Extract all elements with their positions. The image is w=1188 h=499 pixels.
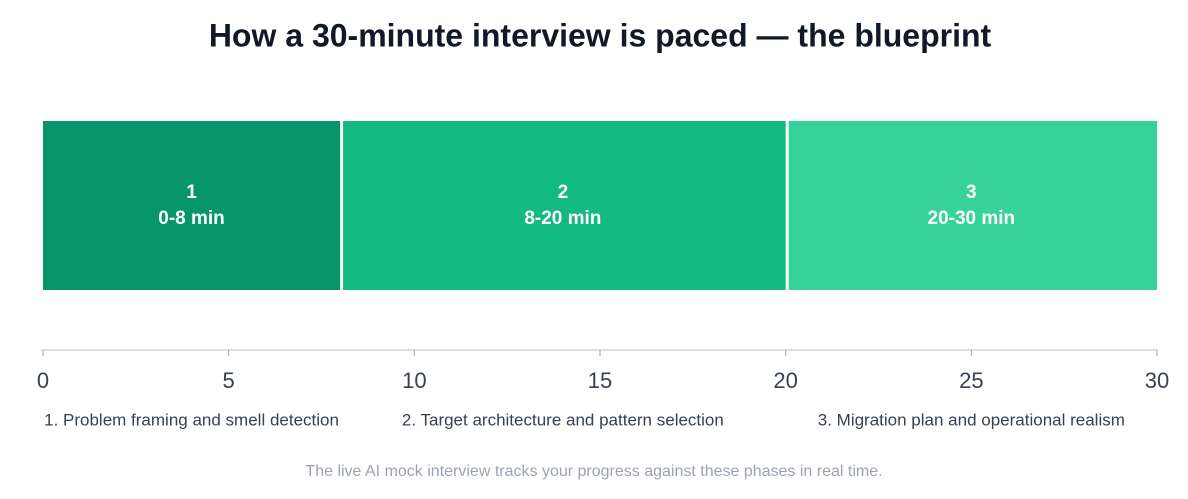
footnote: The live AI mock interview tracks your p… — [305, 463, 882, 480]
phase-name: 2. Target architecture and pattern selec… — [402, 410, 724, 429]
chart-title: How a 30-minute interview is paced — the… — [209, 17, 992, 53]
phase-number: 1 — [186, 182, 197, 203]
phase-number: 2 — [558, 182, 569, 203]
phase-name: 3. Migration plan and operational realis… — [818, 410, 1125, 429]
x-tick-label: 15 — [588, 368, 612, 393]
phase-number: 3 — [966, 182, 977, 203]
x-tick-label: 30 — [1145, 368, 1169, 393]
x-tick-label: 25 — [959, 368, 983, 393]
x-tick-label: 10 — [402, 368, 426, 393]
phase-range: 8-20 min — [524, 208, 601, 229]
x-tick-label: 20 — [773, 368, 797, 393]
phase-range: 0-8 min — [158, 208, 225, 229]
phase-bar — [788, 121, 1157, 290]
phase-range: 20-30 min — [928, 208, 1016, 229]
phase-name: 1. Problem framing and smell detection — [44, 410, 339, 429]
x-tick-label: 0 — [37, 368, 49, 393]
phase-bar — [43, 121, 341, 290]
phase-bar — [343, 121, 786, 290]
x-tick-label: 5 — [223, 368, 235, 393]
